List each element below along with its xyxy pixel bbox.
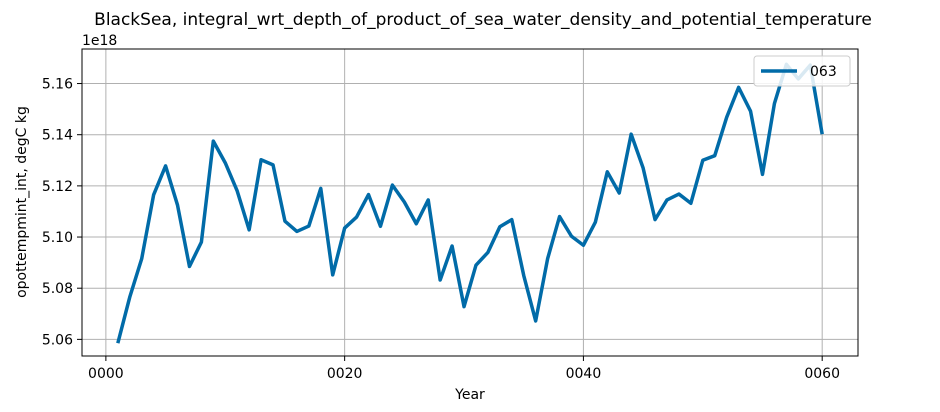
y-offset-text: 1e18 [82,33,117,49]
chart-title: BlackSea, integral_wrt_depth_of_product_… [94,10,872,30]
y-tick-label: 5.14 [42,128,73,144]
legend-box [753,55,851,87]
y-tick-label: 5.08 [42,281,73,297]
plot-frame [81,48,859,357]
legend: 063 [753,55,851,87]
x-axis: 0000 0020 0040 0060 [88,356,840,382]
legend-label-063: 063 [810,64,837,80]
x-axis-label: Year [454,387,485,403]
x-tick-label: 0000 [88,366,124,382]
y-tick-label: 5.10 [42,230,73,246]
y-axis-label: opottempmint_int, degC kg [14,106,30,298]
x-tick-label: 0040 [566,366,602,382]
series-layer [116,62,824,344]
y-axis: 5.06 5.08 5.10 5.12 5.14 5.16 [42,77,82,348]
y-tick-label: 5.12 [42,179,73,195]
x-tick-label: 0020 [327,366,363,382]
y-tick-label: 5.06 [42,332,73,348]
x-tick-label: 0060 [804,366,840,382]
y-tick-label: 5.16 [42,77,73,93]
series-line-063 [116,62,824,344]
